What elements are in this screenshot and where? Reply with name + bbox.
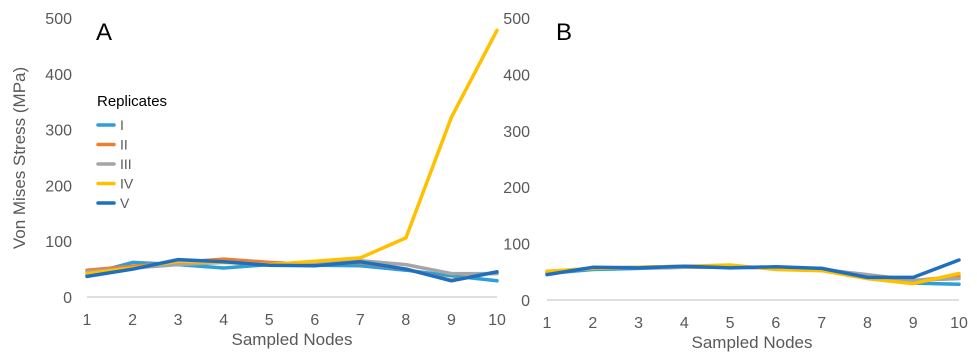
panel-a-x-tick-label: 5 — [265, 312, 274, 329]
panel-a: A 0 100 200 300 400 500 1 2 3 4 5 6 7 8 9 10 Sampled N… — [45, 11, 506, 349]
panel-b-x-tick-label: 9 — [909, 315, 918, 332]
panel-a-y-tick-label: 200 — [45, 178, 72, 195]
panel-b-y-tick-label: 300 — [503, 124, 530, 141]
panel-b-x-tick-label: 6 — [771, 315, 780, 332]
panel-a-y-tick-label: 400 — [45, 67, 72, 84]
panel-b-x-tick-label: 2 — [588, 315, 597, 332]
panel-a-x-ticks: 1 2 3 4 5 6 7 8 9 10 — [83, 312, 506, 329]
panel-b-letter: B — [556, 19, 572, 46]
panel-b-y-tick-label: 200 — [503, 180, 530, 197]
panel-a-y-tick-label: 0 — [63, 290, 72, 307]
panel-a-series — [85, 28, 499, 283]
panel-a-series-line-v — [85, 257, 499, 283]
panel-b: B 0 100 200 300 400 500 1 2 3 4 5 6 7 8 9 10 Sampled N… — [503, 11, 968, 352]
panel-b-x-tick-label: 10 — [950, 315, 968, 332]
panel-a-y-ticks: 0 100 200 300 400 500 — [45, 11, 72, 307]
panel-b-y-tick-label: 400 — [503, 67, 530, 84]
panel-a-letter: A — [96, 19, 112, 46]
panel-b-y-tick-label: 100 — [503, 237, 530, 254]
panel-b-x-tick-label: 8 — [863, 315, 872, 332]
panel-a-y-tick-label: 300 — [45, 123, 72, 140]
legend-label-i: I — [120, 117, 124, 133]
legend-label-v: V — [120, 195, 130, 211]
panel-a-x-tick-label: 10 — [488, 312, 506, 329]
panel-b-x-tick-label: 4 — [680, 315, 689, 332]
panel-b-y-tick-label: 500 — [503, 11, 530, 28]
panel-b-x-axis-label: Sampled Nodes — [692, 333, 813, 352]
legend-label-iv: IV — [120, 176, 134, 192]
panel-a-series-line-iv — [85, 28, 499, 276]
panel-a-x-axis-label: Sampled Nodes — [232, 330, 353, 349]
legend-label-ii: II — [120, 137, 128, 153]
panel-a-x-tick-label: 9 — [447, 312, 456, 329]
panel-a-x-tick-label: 6 — [310, 312, 319, 329]
panel-b-series-line-v — [545, 258, 961, 280]
panel-a-x-tick-label: 3 — [174, 312, 183, 329]
legend-title: Replicates — [97, 93, 167, 110]
panel-b-x-tick-label: 5 — [726, 315, 735, 332]
panel-a-y-tick-label: 500 — [45, 11, 72, 28]
panel-b-x-tick-label: 3 — [634, 315, 643, 332]
panel-a-x-tick-label: 2 — [128, 312, 137, 329]
y-axis-label: Von Mises Stress (MPa) — [10, 67, 29, 249]
panel-a-x-tick-label: 1 — [83, 312, 92, 329]
legend-label-iii: III — [120, 156, 132, 172]
panel-b-x-ticks: 1 2 3 4 5 6 7 8 9 10 — [543, 315, 968, 332]
panel-a-y-tick-label: 100 — [45, 234, 72, 251]
panel-a-x-tick-label: 7 — [356, 312, 365, 329]
panel-a-x-tick-label: 4 — [219, 312, 228, 329]
panel-b-x-tick-label: 1 — [543, 315, 552, 332]
panel-b-x-tick-label: 7 — [817, 315, 826, 332]
panel-b-y-ticks: 0 100 200 300 400 500 — [503, 11, 530, 310]
panel-b-series — [545, 258, 961, 286]
panel-b-y-tick-label: 0 — [521, 293, 530, 310]
panel-a-x-tick-label: 8 — [401, 312, 410, 329]
